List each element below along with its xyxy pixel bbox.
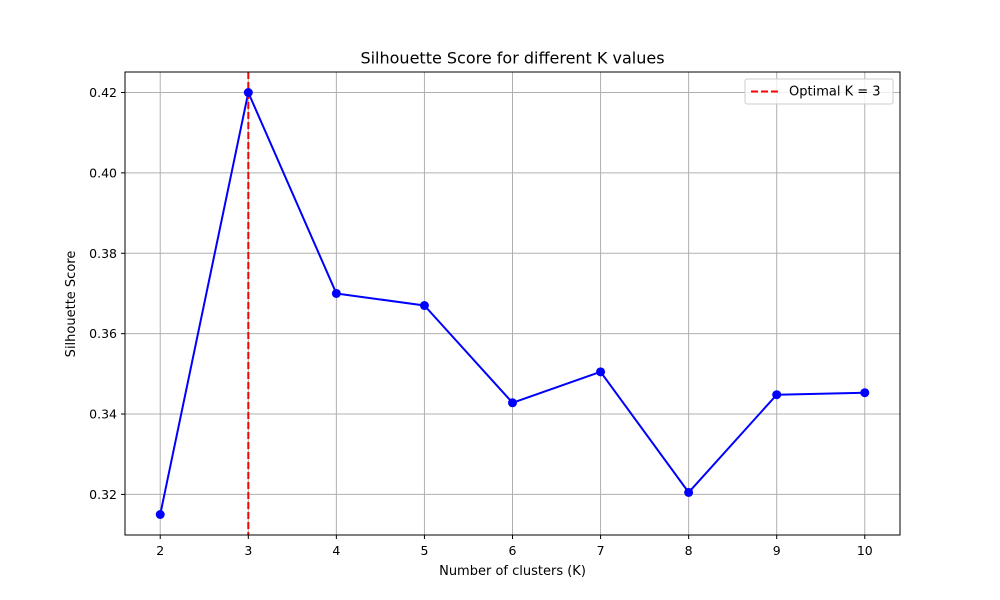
x-axis-ticks: 2 3 4 5 6 7 8 9 10 bbox=[156, 535, 873, 558]
data-point bbox=[419, 301, 429, 311]
x-tick-label: 6 bbox=[509, 543, 517, 558]
y-tick-label: 0.32 bbox=[89, 487, 117, 502]
data-point bbox=[508, 398, 517, 408]
y-tick-label: 0.34 bbox=[89, 407, 117, 422]
data-point bbox=[596, 367, 606, 377]
chart-title: Silhouette Score for different K values bbox=[360, 49, 664, 68]
y-axis-ticks: 0.32 0.34 0.36 0.38 0.40 0.42 bbox=[89, 85, 125, 502]
legend: Optimal K = 3 bbox=[744, 78, 894, 105]
data-point bbox=[331, 288, 341, 298]
x-tick-label: 8 bbox=[685, 543, 693, 558]
legend-box bbox=[744, 78, 894, 105]
y-tick-label: 0.40 bbox=[89, 165, 117, 180]
data-point bbox=[243, 87, 253, 97]
x-tick-label: 3 bbox=[244, 543, 252, 558]
x-tick-label: 9 bbox=[773, 543, 781, 558]
y-tick-label: 0.42 bbox=[89, 85, 117, 100]
data-point bbox=[684, 487, 694, 497]
grid bbox=[125, 72, 900, 535]
data-point bbox=[860, 388, 870, 398]
series-layer bbox=[155, 72, 870, 535]
y-tick-label: 0.36 bbox=[89, 326, 117, 341]
y-tick-label: 0.38 bbox=[89, 246, 117, 261]
x-tick-label: 4 bbox=[332, 543, 340, 558]
x-tick-label: 10 bbox=[857, 543, 873, 558]
x-tick-label: 2 bbox=[156, 543, 164, 558]
legend-label-optimal-k: Optimal K = 3 bbox=[789, 85, 881, 100]
y-axis-label: Silhouette Score bbox=[64, 251, 79, 358]
x-tick-label: 7 bbox=[597, 543, 605, 558]
x-tick-label: 5 bbox=[420, 543, 428, 558]
data-point bbox=[772, 390, 782, 400]
data-point bbox=[155, 510, 165, 520]
x-axis-label: Number of clusters (K) bbox=[439, 564, 586, 579]
